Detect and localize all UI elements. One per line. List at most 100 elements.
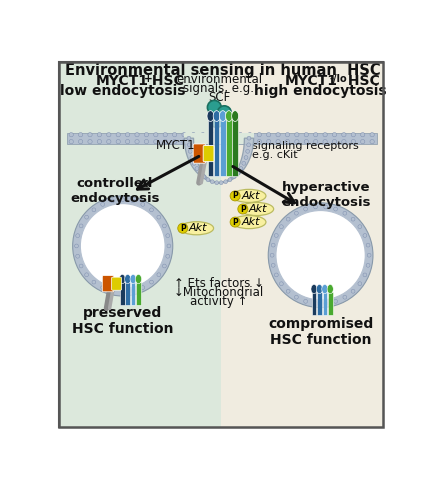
Circle shape [362, 273, 366, 277]
Circle shape [241, 161, 245, 165]
Circle shape [92, 208, 95, 212]
Circle shape [74, 244, 78, 248]
Ellipse shape [124, 274, 130, 284]
Circle shape [365, 243, 369, 247]
Circle shape [350, 289, 354, 293]
Text: Akt: Akt [241, 217, 259, 227]
Circle shape [303, 300, 307, 303]
Circle shape [247, 133, 252, 137]
Circle shape [162, 264, 166, 268]
Circle shape [313, 205, 317, 209]
Circle shape [274, 273, 278, 277]
Ellipse shape [219, 111, 226, 121]
Circle shape [227, 178, 231, 182]
Circle shape [97, 139, 101, 144]
Text: Akt: Akt [249, 204, 267, 214]
Circle shape [350, 139, 355, 144]
Circle shape [275, 211, 364, 300]
Circle shape [369, 139, 373, 144]
Circle shape [157, 215, 160, 219]
FancyBboxPatch shape [111, 277, 121, 290]
Circle shape [237, 204, 247, 214]
FancyBboxPatch shape [58, 62, 221, 427]
Circle shape [191, 133, 195, 137]
Circle shape [135, 139, 139, 144]
Circle shape [194, 166, 198, 170]
Circle shape [106, 133, 111, 137]
Circle shape [285, 139, 289, 144]
Circle shape [181, 133, 186, 137]
Circle shape [365, 263, 369, 267]
Circle shape [209, 133, 214, 137]
Circle shape [157, 273, 160, 277]
Text: Environmental sensing in human  HSC: Environmental sensing in human HSC [65, 63, 380, 78]
Ellipse shape [231, 111, 238, 121]
Ellipse shape [119, 274, 125, 284]
Circle shape [342, 211, 346, 215]
Circle shape [162, 224, 166, 228]
Ellipse shape [135, 274, 141, 284]
Text: -/lo: -/lo [329, 74, 347, 84]
Circle shape [166, 234, 169, 238]
Circle shape [323, 302, 327, 305]
Circle shape [188, 150, 192, 153]
Circle shape [187, 143, 191, 147]
Circle shape [286, 289, 289, 293]
Circle shape [120, 198, 124, 202]
Circle shape [141, 286, 144, 289]
Circle shape [341, 133, 345, 137]
FancyBboxPatch shape [136, 282, 141, 305]
Circle shape [239, 166, 243, 170]
FancyBboxPatch shape [207, 119, 213, 176]
Ellipse shape [231, 215, 265, 228]
Circle shape [266, 139, 270, 144]
Circle shape [219, 181, 223, 184]
Circle shape [228, 133, 233, 137]
Text: signaling receptors: signaling receptors [252, 141, 358, 151]
FancyBboxPatch shape [203, 146, 213, 162]
Circle shape [279, 225, 283, 228]
Circle shape [206, 178, 209, 182]
Ellipse shape [206, 111, 213, 121]
Circle shape [279, 282, 283, 286]
Circle shape [202, 175, 206, 179]
Circle shape [101, 202, 104, 206]
Ellipse shape [231, 189, 265, 202]
Circle shape [217, 106, 231, 120]
Circle shape [294, 139, 298, 144]
Ellipse shape [130, 274, 136, 284]
Circle shape [191, 139, 195, 144]
Circle shape [88, 139, 92, 144]
Circle shape [231, 175, 235, 179]
FancyBboxPatch shape [130, 282, 135, 305]
FancyBboxPatch shape [221, 62, 382, 427]
Circle shape [333, 300, 337, 303]
Text: controlled
endocytosis: controlled endocytosis [70, 177, 160, 205]
Circle shape [246, 136, 250, 140]
Circle shape [73, 196, 172, 296]
Circle shape [163, 139, 167, 144]
Circle shape [172, 133, 176, 137]
Circle shape [341, 139, 345, 144]
Circle shape [270, 243, 274, 247]
Circle shape [214, 181, 218, 184]
Circle shape [166, 254, 169, 258]
Circle shape [304, 139, 308, 144]
Circle shape [172, 139, 176, 144]
Circle shape [78, 139, 83, 144]
Ellipse shape [310, 285, 316, 294]
Circle shape [198, 171, 202, 175]
Text: MYCT1: MYCT1 [96, 74, 149, 88]
Circle shape [149, 208, 153, 212]
FancyBboxPatch shape [184, 133, 253, 144]
Circle shape [209, 114, 223, 127]
Circle shape [286, 217, 289, 221]
Circle shape [333, 207, 337, 211]
Circle shape [313, 133, 317, 137]
Circle shape [135, 133, 139, 137]
FancyBboxPatch shape [102, 275, 114, 292]
Circle shape [106, 139, 111, 144]
Circle shape [131, 289, 135, 293]
FancyBboxPatch shape [327, 292, 332, 315]
Circle shape [154, 133, 158, 137]
